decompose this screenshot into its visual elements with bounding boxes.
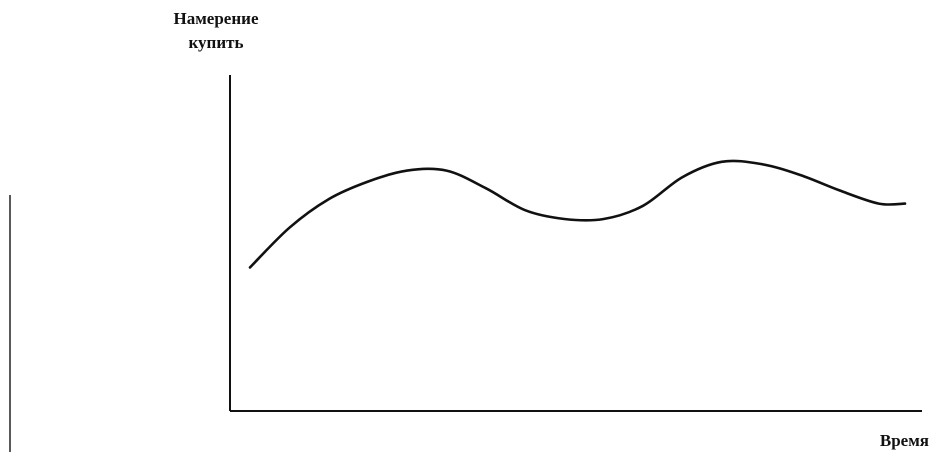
x-axis-title: Время bbox=[880, 431, 929, 450]
y-axis-title-line-2: купить bbox=[189, 33, 244, 52]
y-axis-title: Намерение купить bbox=[174, 9, 259, 52]
series-line bbox=[248, 159, 907, 269]
y-axis-title-line-1: Намерение bbox=[174, 9, 259, 28]
